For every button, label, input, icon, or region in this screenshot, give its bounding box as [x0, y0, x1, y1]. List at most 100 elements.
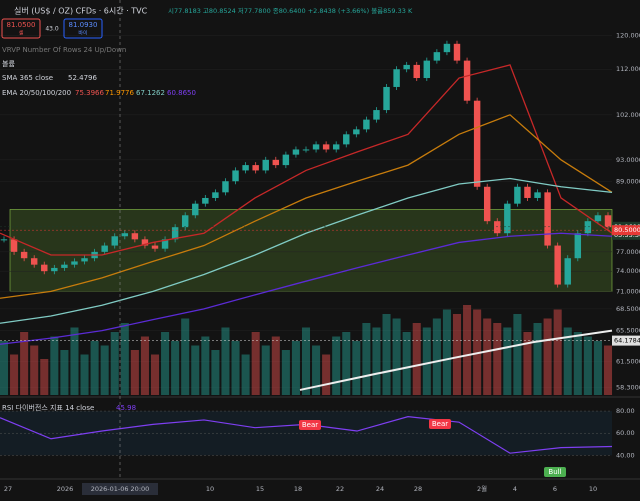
y-tick-label: 89.0000 [616, 177, 640, 185]
volume-bar [563, 327, 572, 395]
candle-body [463, 60, 471, 101]
div-label-bg [429, 419, 451, 429]
date-label: 18 [294, 485, 302, 493]
volume-bar [231, 341, 240, 395]
volume-bar [241, 354, 250, 395]
candle-body [312, 144, 320, 150]
candle-body [322, 144, 330, 150]
candle-body [403, 64, 410, 70]
volume-bar [181, 318, 190, 395]
ohlc: 시77.8183 고80.8524 저77.7800 종80.6400 +2.8… [168, 6, 413, 15]
volume-bar [40, 359, 49, 395]
candle-body [343, 134, 350, 145]
candle-body [242, 165, 249, 171]
candle-body [524, 186, 531, 198]
volume-bar [10, 354, 19, 395]
rsi-tick-label: 60.00 [616, 429, 635, 437]
candle-body [81, 258, 88, 262]
candle-body [353, 129, 360, 135]
volume-bar [392, 318, 401, 395]
candle-body [383, 86, 390, 111]
candle-body [111, 236, 118, 246]
candle-body [363, 119, 370, 130]
volume-bar [50, 336, 59, 395]
candle-body [171, 227, 179, 240]
volume-bar [30, 345, 39, 395]
ema-line [0, 114, 613, 299]
volume-bar [70, 327, 79, 395]
rsi-tick-label: 80.00 [616, 407, 635, 415]
volume-bar [543, 318, 552, 395]
ema-val: 75.3966 [75, 89, 104, 97]
volume-bar [362, 323, 371, 395]
sma-line [299, 329, 613, 391]
y-tick-label: 68.5000 [616, 305, 640, 313]
div-label: Bear [432, 420, 448, 428]
volume-bar [100, 345, 109, 395]
volume-ind: 볼륨 [2, 59, 15, 68]
candle-body [554, 245, 561, 285]
symbol-title: 실버 (US$ / OZ) CFDs · 6시간 · TVC [14, 6, 148, 16]
volume-bar [523, 332, 532, 395]
div-label: Bull [548, 468, 561, 476]
volume-bar [90, 341, 99, 395]
candle-body [101, 245, 108, 252]
range-box [9, 209, 613, 292]
ema-val: 71.9776 [105, 89, 134, 97]
candle-body [282, 154, 290, 166]
volume-bar [372, 327, 381, 395]
candle-body [453, 43, 461, 61]
date-label: 24 [376, 485, 384, 493]
candle-body [594, 215, 602, 222]
candle-body [332, 144, 340, 150]
volume-bar [80, 354, 89, 395]
candle-body [373, 110, 380, 120]
spread: 43.0 [45, 26, 59, 33]
candle-body [10, 239, 18, 252]
sell-label: 셀 [19, 30, 24, 37]
candle-body [473, 100, 481, 187]
buy-button[interactable] [63, 18, 103, 39]
date-label: 2월 [477, 484, 487, 493]
volume-bar [402, 332, 411, 395]
div-label: Bear [302, 421, 318, 429]
volume-bar [130, 350, 139, 395]
candle-body [30, 258, 38, 265]
candle-body [292, 149, 300, 155]
y-tick-label: 120.0000 [616, 32, 640, 40]
volume-bar [171, 341, 180, 395]
volume-bar [483, 318, 492, 395]
y-tick-label: 71.0000 [616, 287, 640, 295]
candle-body [413, 64, 420, 79]
candle-body [71, 261, 78, 265]
volume-bar [533, 323, 542, 395]
date-label: 4 [513, 485, 517, 493]
sell-button[interactable] [1, 18, 41, 39]
buy-label: 바이 [78, 30, 87, 37]
candle-body [584, 221, 592, 234]
candle-body [41, 264, 48, 272]
candle-body [433, 52, 441, 61]
buy-price: 81.0930 [69, 21, 98, 29]
ema-ind: EMA 20/50/100/200 [2, 89, 71, 97]
candle-body [564, 258, 571, 285]
volume-bar [201, 336, 210, 395]
sma-val: 52.4796 [68, 74, 97, 82]
volume-bar [110, 332, 119, 395]
candle-body [181, 215, 189, 228]
volume-bar [503, 327, 512, 395]
y-tick-label: 74.0000 [616, 267, 640, 275]
candle-body [222, 181, 229, 193]
ema-line [0, 232, 613, 345]
price-tag-label: 80.5000 [614, 226, 640, 234]
candle-body [212, 192, 219, 198]
volume-bar [161, 332, 170, 395]
candle-body [20, 251, 28, 259]
candle-body [252, 165, 259, 171]
ema-line [0, 177, 613, 324]
candle-body [121, 233, 129, 237]
volume-bar [322, 354, 331, 395]
y-tick-label: 112.0000 [616, 65, 640, 73]
volume-bar [412, 323, 421, 395]
y-tick-label: 61.5000 [616, 357, 640, 365]
